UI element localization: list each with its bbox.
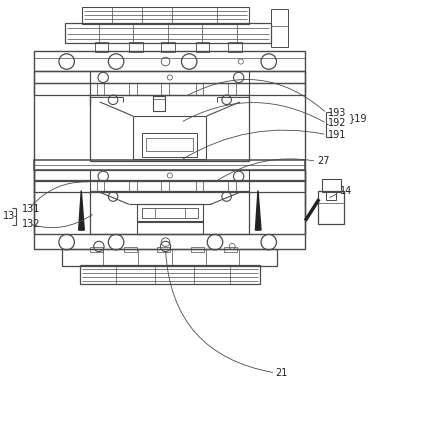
- Bar: [228, 42, 242, 52]
- Bar: [62, 249, 277, 266]
- Text: 21: 21: [275, 368, 288, 378]
- Text: 191: 191: [328, 130, 346, 140]
- Bar: [34, 170, 305, 181]
- Bar: [318, 191, 344, 224]
- Text: 192: 192: [328, 118, 346, 128]
- Bar: [34, 234, 305, 249]
- Text: 131: 131: [22, 204, 40, 214]
- Bar: [34, 160, 305, 170]
- Bar: [157, 247, 170, 252]
- Bar: [161, 180, 169, 192]
- Text: 14: 14: [340, 187, 352, 196]
- Bar: [146, 138, 193, 152]
- Bar: [34, 180, 305, 192]
- Bar: [271, 9, 288, 47]
- Bar: [90, 247, 103, 252]
- Bar: [34, 71, 305, 83]
- Bar: [95, 42, 108, 52]
- Bar: [196, 180, 203, 192]
- Bar: [228, 83, 236, 95]
- Text: 13: 13: [3, 211, 15, 222]
- Bar: [224, 247, 237, 252]
- Bar: [153, 96, 165, 111]
- Bar: [129, 42, 143, 52]
- Bar: [129, 180, 137, 192]
- Bar: [142, 133, 197, 157]
- Bar: [97, 180, 104, 192]
- Bar: [191, 247, 204, 252]
- Bar: [97, 83, 104, 95]
- Bar: [137, 204, 203, 222]
- Bar: [196, 42, 209, 52]
- Bar: [124, 247, 137, 252]
- Bar: [161, 83, 169, 95]
- Bar: [64, 23, 271, 43]
- Bar: [322, 179, 341, 192]
- Text: 193: 193: [328, 108, 346, 118]
- Bar: [161, 42, 175, 52]
- Bar: [228, 180, 236, 192]
- Bar: [137, 221, 203, 234]
- Bar: [129, 83, 137, 95]
- Bar: [90, 95, 249, 161]
- Bar: [34, 51, 305, 71]
- Bar: [80, 264, 260, 284]
- Text: }19: }19: [348, 113, 367, 123]
- Text: 27: 27: [317, 156, 330, 166]
- Bar: [196, 83, 203, 95]
- Bar: [82, 8, 249, 23]
- Bar: [34, 83, 305, 95]
- Polygon shape: [255, 190, 261, 230]
- Text: 132: 132: [22, 219, 40, 229]
- Polygon shape: [79, 190, 84, 230]
- Bar: [142, 208, 198, 218]
- Bar: [326, 191, 336, 200]
- Bar: [90, 191, 249, 234]
